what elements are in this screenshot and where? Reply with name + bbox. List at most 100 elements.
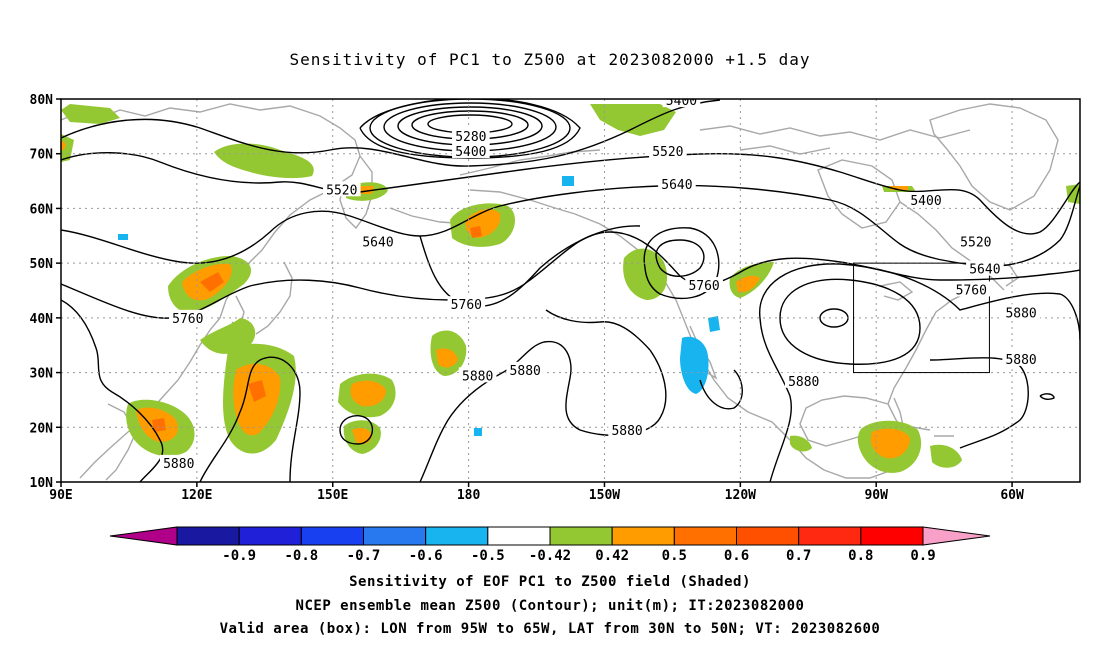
shading-region-40: [474, 428, 482, 436]
shading-region-22: [352, 428, 372, 444]
contour-label-12: 5760: [451, 298, 482, 313]
shading-region-1: [61, 134, 74, 162]
contour-label-0: 5400: [666, 94, 697, 109]
contour-label-bg-13: [169, 309, 207, 325]
contour-label-5: 5640: [661, 178, 692, 193]
colorbar-label: -0.8: [284, 548, 318, 564]
contour-label-bg-9: [966, 260, 1004, 276]
shading-region-34: [790, 435, 812, 452]
lat-tick-label: 20N: [30, 421, 54, 436]
shading-region-33: [930, 444, 962, 468]
colorbar-label: 0.42: [595, 548, 629, 564]
colorbar-label: 0.6: [724, 548, 749, 564]
contour-label-17: 5880: [510, 364, 541, 379]
shading-region-2: [61, 140, 66, 150]
contour-label-8: 5520: [960, 235, 991, 250]
lon-tick-label: 120E: [181, 488, 212, 503]
contour-label-13: 5760: [172, 312, 203, 327]
shading-region-32: [870, 428, 910, 459]
lon-tick-label: 120W: [725, 488, 756, 503]
contour-label-bg-3: [649, 142, 687, 158]
lat-tick-label: 60N: [30, 202, 54, 217]
lat-tick-label: 30N: [30, 367, 54, 382]
lon-tick-label: 150W: [589, 488, 620, 503]
shading-region-8: [470, 226, 482, 238]
plot-frame: [60, 98, 1081, 483]
lat-tick-label: 40N: [30, 312, 54, 327]
shading-region-12: [200, 318, 256, 354]
contour-label-bg-4: [322, 181, 361, 197]
caption-shading: Sensitivity of EOF PC1 to Z500 field (Sh…: [349, 574, 751, 590]
shading-region-36: [680, 336, 709, 394]
lon-tick-label: 180: [457, 488, 481, 503]
contour-label-3: 5520: [652, 145, 683, 160]
contour-label-4: 5520: [326, 183, 357, 198]
lat-tick-label: 50N: [30, 257, 54, 272]
caption-valid-area: Valid area (box): LON from 95W to 65W, L…: [219, 621, 881, 637]
contour-label-bg-0: [662, 99, 701, 108]
colorbar-box-8: [673, 526, 737, 546]
contour-label-6: 5400: [910, 194, 941, 209]
contour-label-10: 5760: [956, 283, 987, 298]
contour-label-bg-2: [452, 142, 490, 158]
contour-label-15: 5880: [1005, 353, 1036, 368]
contour-label-bg-5: [658, 175, 696, 191]
contour-label-bg-8: [957, 233, 995, 249]
contour-label-14: 5880: [1005, 306, 1036, 321]
lon-tick-label: 150E: [317, 488, 348, 503]
colorbar-label: 0.5: [662, 548, 687, 564]
shading-region-39: [118, 234, 128, 240]
contour-label-bg-1: [452, 128, 490, 144]
contour-label-bg-15: [1002, 350, 1040, 366]
shading-region-26: [623, 248, 668, 300]
contour-label-1: 5280: [455, 130, 486, 145]
lat-tick-label: 10N: [30, 476, 54, 491]
shading-region-11: [200, 272, 224, 292]
contour-label-bg-7: [359, 233, 397, 249]
colorbar-label: -0.9: [222, 548, 256, 564]
contour-label-18: 5880: [788, 375, 819, 390]
contour-label-2: 5400: [455, 145, 486, 160]
colorbar-label: 0.7: [786, 548, 811, 564]
contour-label-7: 5640: [362, 235, 393, 250]
lon-tick-label: 90E: [49, 488, 72, 503]
colorbar-label: -0.42: [529, 548, 571, 564]
lat-tick-label: 80N: [30, 93, 54, 108]
contour-label-bg-11: [685, 277, 723, 293]
valid-area-box: [853, 262, 990, 374]
contour-label-9: 5640: [969, 263, 1000, 278]
contour-label-bg-20: [159, 454, 198, 470]
lat-tick-label: 70N: [30, 148, 54, 163]
contour-label-19: 5880: [611, 424, 642, 439]
colorbar-box-1: [238, 526, 302, 546]
colorbar-label: 0.9: [910, 548, 935, 564]
lon-tick-label: 60W: [1000, 488, 1024, 503]
contour-label-bg-12: [447, 296, 486, 312]
caption-contour: NCEP ensemble mean Z500 (Contour); unit(…: [295, 598, 805, 614]
colorbar-box-11: [860, 526, 924, 546]
shading-region-20: [350, 380, 386, 407]
colorbar-box-0: [176, 526, 240, 546]
colorbar-label: 0.8: [848, 548, 873, 564]
contour-label-bg-6: [907, 192, 945, 208]
contour-label-20: 5880: [163, 457, 194, 472]
colorbar-label: -0.7: [347, 548, 381, 564]
shading-region-3: [214, 143, 314, 179]
colorbar-box-9: [736, 526, 800, 546]
plot-title: Sensitivity of PC1 to Z500 at 2023082000…: [289, 50, 811, 69]
contour-label-bg-17: [506, 361, 545, 377]
shading-region-0: [61, 104, 120, 124]
contour-label-bg-14: [1002, 304, 1040, 320]
colorbar-box-4: [425, 526, 489, 546]
contour-label-11: 5760: [688, 279, 719, 294]
colorbar-left-arrow: [109, 526, 178, 546]
lon-tick-label: 90W: [864, 488, 888, 503]
colorbar-box-3: [363, 526, 427, 546]
contour-label-bg-19: [608, 422, 646, 438]
shading-region-15: [248, 380, 266, 402]
contour-label-16: 5880: [462, 369, 493, 384]
